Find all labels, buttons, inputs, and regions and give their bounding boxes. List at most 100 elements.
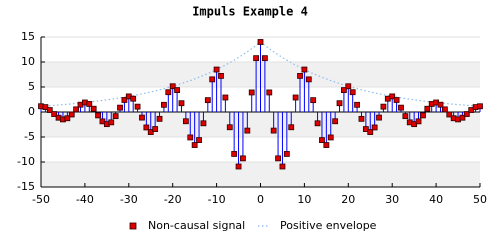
stem-marker — [275, 155, 281, 162]
stem-marker — [362, 126, 369, 132]
stem-marker — [354, 101, 360, 108]
y-tick-label: -5 — [24, 130, 35, 143]
stem-marker — [143, 124, 150, 131]
stem-marker — [112, 113, 119, 120]
stem-marker — [345, 83, 352, 90]
stem-marker — [51, 111, 58, 117]
stem-marker — [319, 137, 325, 144]
y-tick-label: -15 — [17, 180, 35, 193]
stem-marker — [244, 127, 251, 134]
y-tick-label: 15 — [21, 30, 35, 43]
stem-marker — [393, 97, 400, 103]
chart-title: Impuls Example 4 — [192, 5, 308, 19]
stem-marker — [292, 94, 299, 101]
stem-marker — [341, 87, 347, 93]
stem-marker — [204, 97, 211, 104]
stem-marker — [95, 112, 101, 119]
stem-marker — [134, 103, 141, 110]
x-tick-label: -50 — [32, 193, 50, 206]
stem-marker — [253, 55, 260, 62]
x-tick-label: -20 — [164, 193, 182, 206]
stem-marker — [108, 119, 115, 126]
stem-marker — [398, 104, 404, 111]
x-tick-label: 10 — [297, 193, 311, 206]
stem-marker — [161, 101, 167, 108]
stem-marker — [130, 95, 137, 102]
stem-marker — [46, 107, 53, 113]
legend-label: Non-causal signal — [148, 219, 245, 232]
stem-marker — [222, 94, 229, 101]
stem-marker — [283, 151, 290, 157]
stem-marker — [305, 76, 312, 83]
stem-marker — [191, 142, 198, 148]
stem-marker — [266, 89, 273, 96]
stem-marker — [196, 137, 202, 144]
stem-marker — [371, 124, 378, 131]
x-tick-label: -30 — [120, 193, 138, 206]
stem-marker — [270, 127, 277, 134]
stem-marker — [380, 103, 387, 110]
stem-marker — [248, 89, 255, 96]
stem-marker — [301, 66, 308, 73]
stem-marker — [261, 55, 268, 62]
stem-marker — [235, 163, 242, 170]
stem-marker — [147, 129, 154, 135]
stem-marker — [200, 120, 207, 127]
y-tick-label: 10 — [21, 55, 35, 68]
stem-marker — [332, 118, 339, 125]
stem-marker — [218, 73, 224, 79]
x-tick-label: -10 — [208, 193, 226, 206]
stem-marker — [178, 100, 185, 107]
x-tick-label: 40 — [429, 193, 443, 206]
stem-marker — [42, 104, 49, 110]
y-tick-label: 5 — [28, 80, 35, 93]
x-tick-label: 20 — [341, 193, 355, 206]
stem-marker — [231, 151, 238, 157]
stem-marker — [463, 111, 470, 117]
stem-marker — [257, 39, 264, 45]
stem-marker — [121, 97, 128, 103]
y-tick-label: -10 — [17, 155, 35, 168]
stem-marker — [182, 118, 189, 125]
stem-marker — [187, 134, 194, 141]
stem-marker — [174, 87, 180, 93]
stem-marker — [68, 111, 75, 118]
stem-marker — [90, 105, 97, 112]
stem-marker — [213, 66, 220, 73]
stem-marker — [117, 104, 123, 111]
stem-marker — [226, 124, 233, 131]
stem-marker — [437, 101, 444, 108]
stem-marker — [420, 112, 426, 119]
stem-marker — [376, 114, 382, 121]
stem-marker — [279, 163, 286, 170]
stem-marker — [367, 129, 374, 135]
stem-marker — [441, 106, 448, 113]
stem-marker — [402, 113, 409, 120]
stem-marker — [477, 103, 483, 110]
stem-marker — [169, 83, 176, 90]
x-tick-label: 30 — [385, 193, 399, 206]
stem-marker — [288, 124, 295, 131]
legend-marker — [129, 222, 137, 230]
x-tick-label: 0 — [257, 193, 264, 206]
stem-marker — [415, 118, 422, 125]
stem-marker — [152, 126, 159, 132]
x-tick-label: -40 — [76, 193, 94, 206]
stem-marker — [310, 97, 317, 104]
stem-marker — [297, 73, 303, 79]
stem-marker — [64, 115, 71, 122]
stem-marker — [323, 142, 330, 148]
stem-marker — [209, 76, 216, 83]
legend-label: Positive envelope — [280, 219, 377, 232]
stem-marker — [165, 89, 172, 96]
stem-marker — [240, 155, 246, 162]
stem-marker — [86, 101, 93, 107]
stem-marker — [446, 111, 453, 118]
stem-marker — [389, 93, 396, 100]
stem-marker — [156, 115, 163, 122]
stem-marker — [336, 100, 343, 107]
stem-marker — [327, 134, 334, 141]
stem-marker — [358, 115, 365, 122]
stem-marker — [424, 105, 431, 112]
